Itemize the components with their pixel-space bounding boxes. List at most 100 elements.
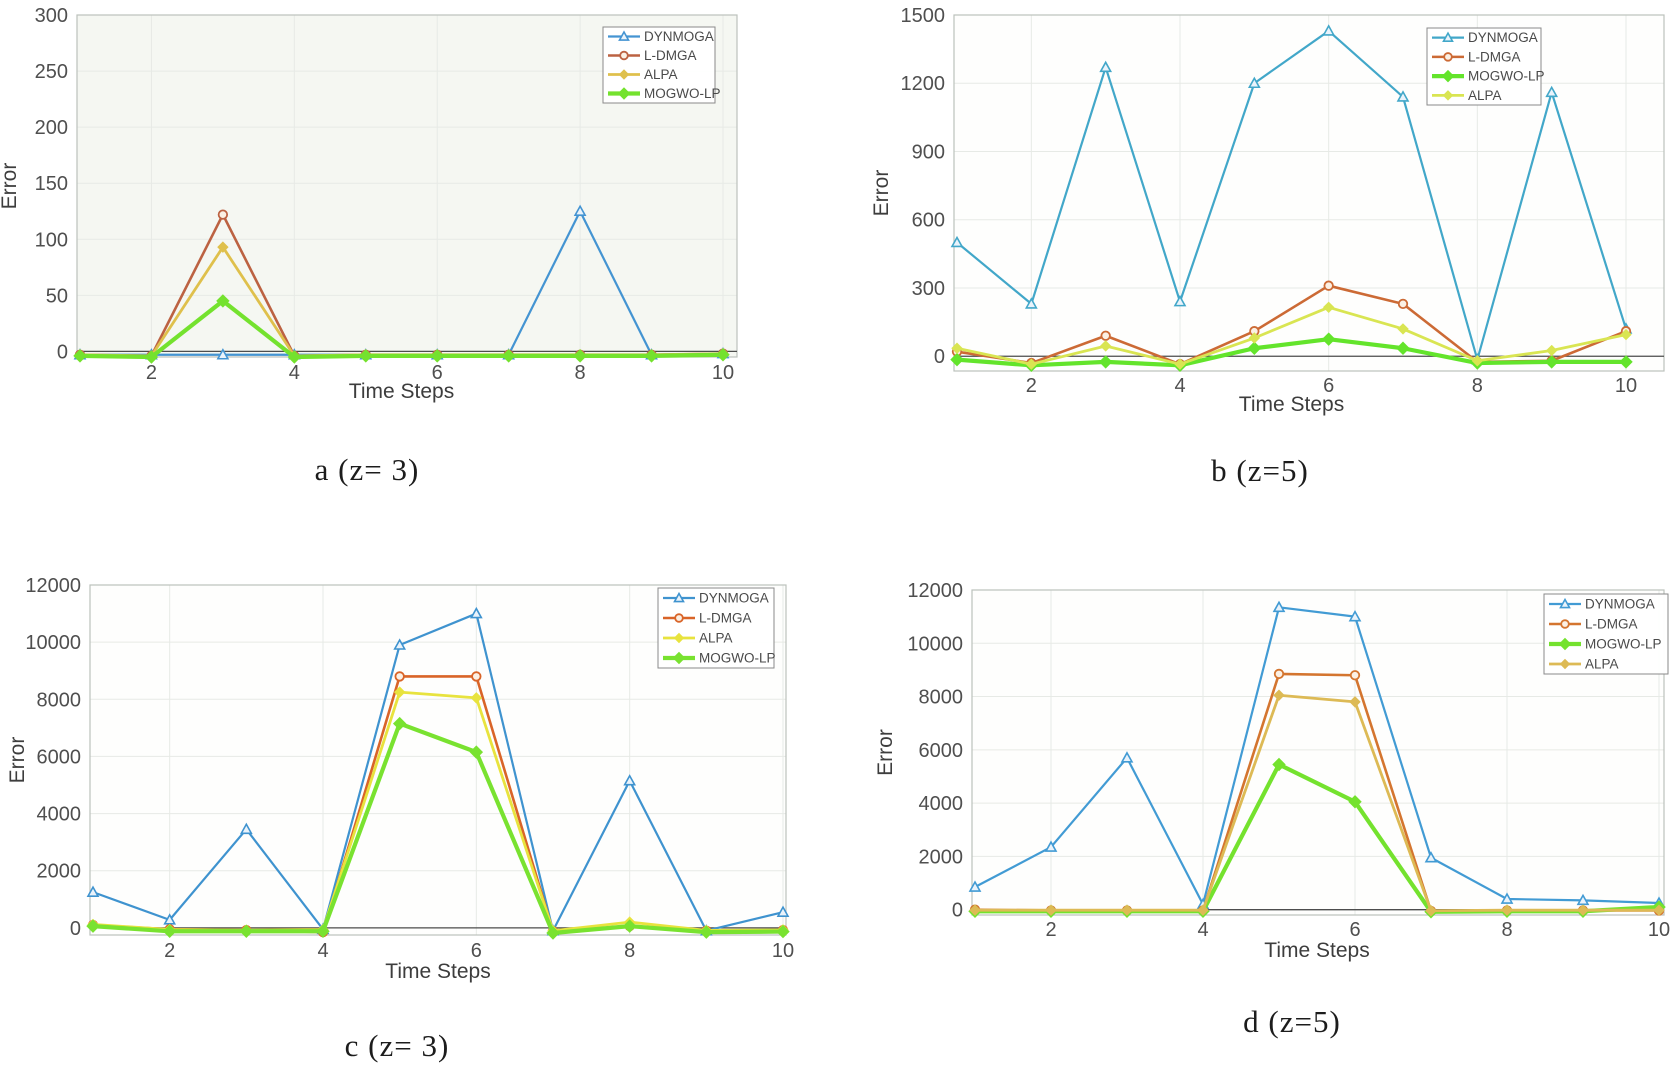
- marker-diamond-filled: [1348, 795, 1362, 809]
- marker-diamond: [217, 241, 229, 253]
- marker-diamond-filled: [359, 349, 373, 363]
- marker-triangle: [393, 638, 407, 650]
- marker-triangle: [1247, 76, 1261, 89]
- marker-diamond-filled: [1098, 355, 1113, 369]
- marker-diamond: [1322, 301, 1335, 314]
- marker-triangle: [86, 885, 100, 897]
- y-tick-label: 0: [57, 341, 68, 363]
- marker-diamond: [1653, 904, 1665, 916]
- marker-diamond: [1559, 658, 1571, 670]
- marker-triangle: [1500, 892, 1514, 904]
- marker-diamond-filled: [469, 745, 484, 759]
- x-tick-label: 4: [317, 940, 328, 962]
- marker-diamond-filled: [392, 716, 407, 731]
- chart-b-plot-area: [954, 15, 1664, 371]
- marker-diamond-filled: [1272, 757, 1286, 772]
- legend-label: L-DMGA: [644, 48, 697, 63]
- legend-label: ALPA: [1468, 88, 1502, 103]
- y-tick-label: 12000: [907, 580, 963, 602]
- y-tick-label: 2000: [919, 846, 964, 868]
- x-tick-label: 6: [1323, 375, 1334, 397]
- marker-diamond-filled: [216, 294, 230, 308]
- x-tick-label: 2: [146, 362, 157, 384]
- marker-diamond-filled: [617, 87, 631, 100]
- chart-b-svg: 0 300 600 900 1200 1500 2 4 6 8 10 Error Time Steps D…: [870, 5, 1665, 416]
- marker-triangle: [573, 204, 587, 217]
- marker-triangle: [239, 822, 253, 835]
- legend-label: DYNMOGA: [1585, 597, 1655, 612]
- marker-diamond-filled: [716, 348, 730, 362]
- y-tick-label: 8000: [919, 687, 964, 709]
- marker-diamond: [1397, 323, 1409, 335]
- chart-c-legend: DYNMOGA L-DMGA ALPA MOGWO-LP: [657, 587, 776, 669]
- y-tick-label: 4000: [37, 804, 82, 826]
- marker-circle: [394, 671, 405, 682]
- chart-c-xlabel: Time Steps: [385, 960, 490, 983]
- marker-diamond: [1174, 358, 1186, 370]
- marker-circle: [674, 613, 684, 623]
- chart-d-legend: DYNMOGA L-DMGA MOGWO-LP ALPA: [1543, 593, 1669, 675]
- chart-d-series-DYNMOGA: [973, 606, 1661, 906]
- x-tick-label: 8: [624, 940, 635, 962]
- marker-diamond: [1248, 332, 1261, 344]
- y-tick-label: 1200: [901, 73, 946, 95]
- marker-triangle: [1173, 294, 1187, 307]
- marker-triangle: [1044, 840, 1058, 852]
- chart-c-series-MOGWO-LP: [90, 721, 786, 936]
- legend-label: MOGWO-LP: [1468, 69, 1545, 84]
- marker-triangle: [1024, 297, 1038, 309]
- marker-diamond-filled: [73, 349, 87, 363]
- chart-c-ylabel: Error: [6, 737, 29, 784]
- y-tick-label: 0: [70, 918, 81, 940]
- marker-diamond: [1099, 340, 1112, 352]
- y-tick-label: 150: [35, 173, 68, 195]
- marker-triangle: [1576, 893, 1590, 906]
- marker-diamond: [1273, 689, 1285, 701]
- marker-diamond-filled: [316, 924, 330, 938]
- marker-diamond-filled: [1247, 341, 1262, 355]
- chart-b-series-MOGWO-LP: [954, 337, 1629, 368]
- marker-circle: [1443, 52, 1453, 62]
- y-tick-label: 12000: [25, 575, 81, 597]
- marker-triangle: [1322, 24, 1336, 36]
- x-tick-label: 4: [1197, 919, 1208, 941]
- marker-diamond-filled: [239, 924, 254, 938]
- y-tick-label: 250: [35, 61, 68, 83]
- marker-diamond: [1025, 358, 1038, 370]
- legend-label: ALPA: [699, 631, 733, 646]
- marker-triangle: [469, 606, 483, 619]
- legend-label: L-DMGA: [1468, 49, 1521, 64]
- marker-circle: [1560, 619, 1570, 629]
- y-tick-label: 8000: [37, 689, 82, 711]
- legend-label: ALPA: [1585, 657, 1619, 672]
- legend-label: ALPA: [644, 67, 678, 82]
- y-tick-label: 4000: [919, 793, 964, 815]
- marker-triangle: [1424, 851, 1438, 863]
- marker-diamond-filled: [1619, 355, 1633, 369]
- x-tick-label: 10: [1648, 919, 1670, 941]
- x-tick-label: 8: [1501, 919, 1512, 941]
- marker-diamond-filled: [430, 349, 444, 363]
- legend-label: L-DMGA: [699, 611, 752, 626]
- chart-a-series-MOGWO-LP: [77, 298, 726, 360]
- marker-diamond-filled: [1321, 332, 1336, 346]
- marker-triangle: [1396, 90, 1410, 102]
- axes-box: [953, 14, 1665, 372]
- chart-d-xlabel: Time Steps: [1264, 939, 1369, 962]
- x-tick-label: 4: [289, 362, 300, 384]
- chart-d-panel: 0 2000 4000 6000 8000 10000 12000 2 4 6 8 10 Error Ti…: [850, 530, 1670, 995]
- chart-a-svg: 0 50 100 150 200 250 300 2 4 6 8 10 Error Time Steps D…: [0, 5, 738, 403]
- marker-diamond: [1349, 696, 1361, 708]
- marker-diamond: [951, 342, 963, 354]
- marker-diamond: [1501, 904, 1513, 916]
- marker-triangle: [1272, 600, 1286, 613]
- y-tick-label: 300: [912, 278, 945, 300]
- marker-diamond: [470, 692, 483, 704]
- y-tick-label: 900: [912, 141, 945, 163]
- marker-triangle: [1559, 597, 1571, 609]
- y-tick-label: 50: [46, 285, 68, 307]
- marker-diamond-filled: [573, 349, 587, 363]
- x-tick-label: 2: [1045, 919, 1056, 941]
- marker-diamond-filled: [1441, 69, 1455, 83]
